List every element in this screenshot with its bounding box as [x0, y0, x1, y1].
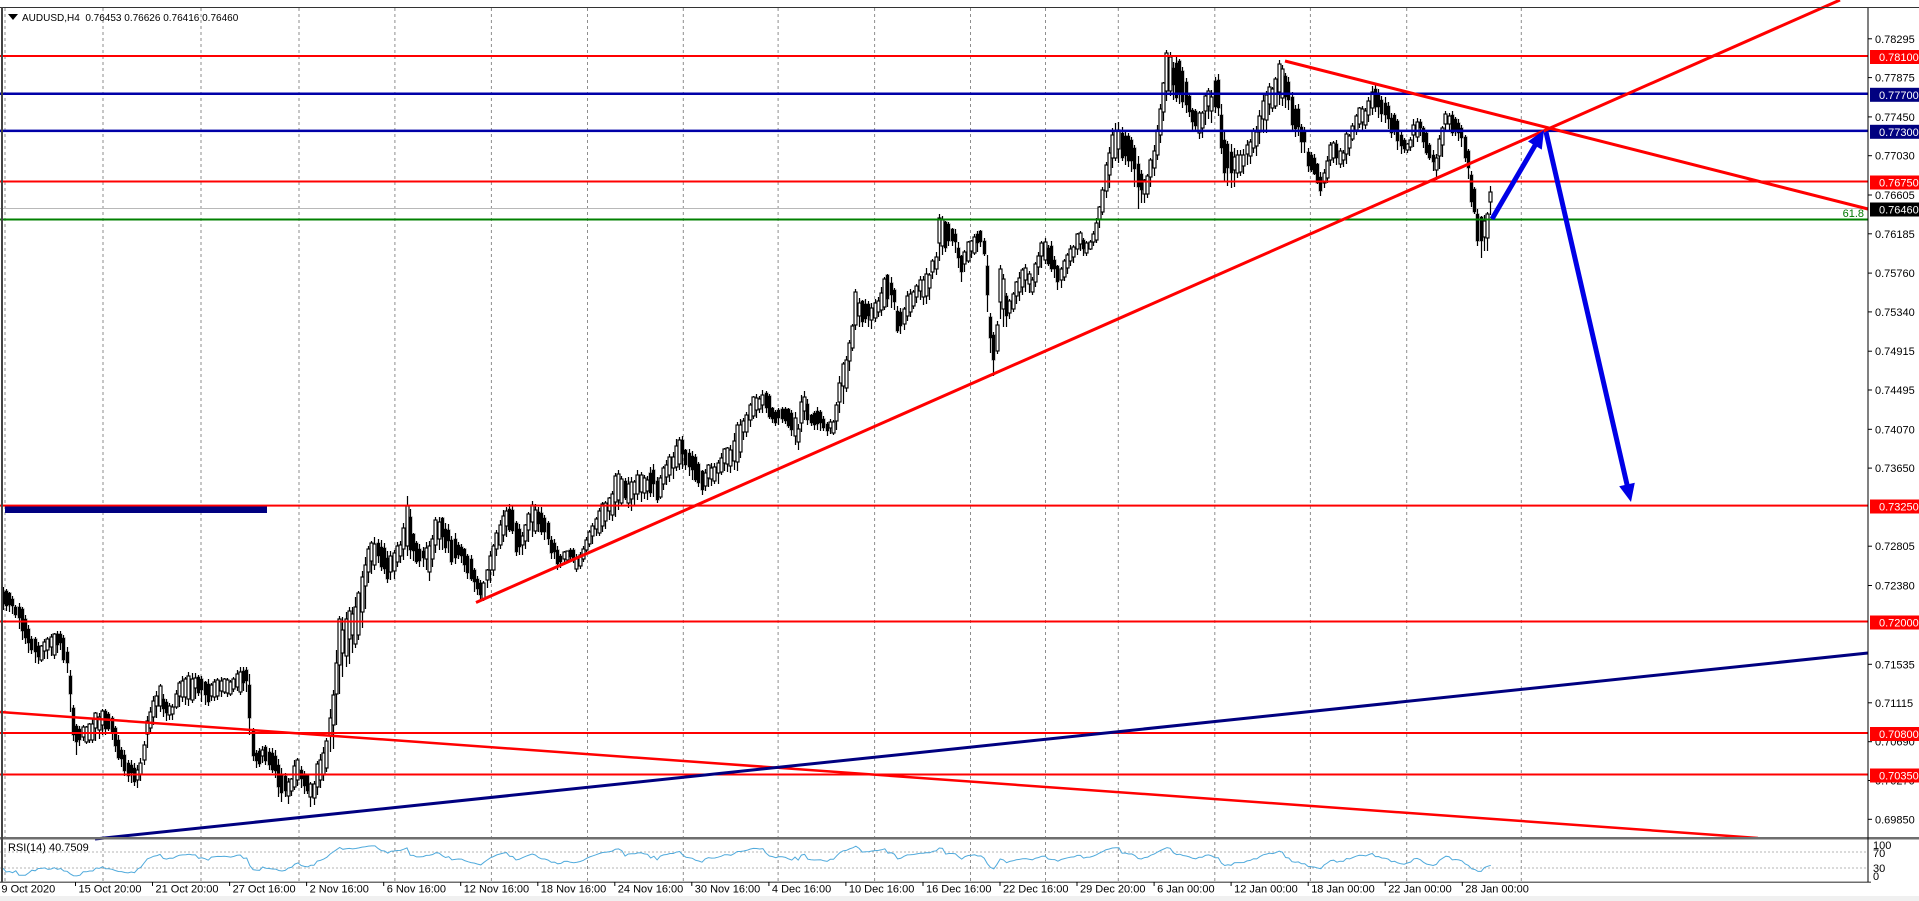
- svg-text:0.72380: 0.72380: [1875, 581, 1915, 593]
- svg-text:0.72000: 0.72000: [1879, 618, 1919, 630]
- svg-text:22 Dec 16:00: 22 Dec 16:00: [1003, 884, 1068, 896]
- svg-text:18 Nov 16:00: 18 Nov 16:00: [541, 884, 606, 896]
- svg-text:0.77700: 0.77700: [1879, 90, 1919, 102]
- svg-text:0.72805: 0.72805: [1875, 541, 1915, 553]
- svg-text:0.77030: 0.77030: [1875, 151, 1915, 163]
- svg-text:0.74070: 0.74070: [1875, 424, 1915, 436]
- svg-text:4 Dec 16:00: 4 Dec 16:00: [772, 884, 831, 896]
- svg-text:0.71115: 0.71115: [1875, 698, 1913, 710]
- svg-text:0.78295: 0.78295: [1875, 34, 1915, 46]
- svg-text:0: 0: [1873, 871, 1879, 883]
- svg-text:12 Nov 16:00: 12 Nov 16:00: [464, 884, 529, 896]
- svg-text:0.75760: 0.75760: [1875, 268, 1915, 280]
- svg-text:AUDUSD,H4 0.76453 0.76626 0.7: AUDUSD,H4 0.76453 0.76626 0.76416 0.7646…: [22, 13, 239, 24]
- svg-text:61.8: 61.8: [1843, 208, 1864, 220]
- svg-text:24 Nov 16:00: 24 Nov 16:00: [618, 884, 683, 896]
- svg-text:2 Nov 16:00: 2 Nov 16:00: [310, 884, 369, 896]
- svg-text:0.70350: 0.70350: [1879, 771, 1919, 783]
- svg-text:28 Jan 00:00: 28 Jan 00:00: [1465, 884, 1529, 896]
- svg-text:70: 70: [1873, 848, 1885, 860]
- svg-text:0.69850: 0.69850: [1875, 814, 1915, 826]
- svg-text:0.77450: 0.77450: [1875, 112, 1915, 124]
- svg-text:0.77300: 0.77300: [1879, 127, 1919, 139]
- svg-text:0.76605: 0.76605: [1875, 190, 1915, 202]
- svg-text:16 Dec 16:00: 16 Dec 16:00: [926, 884, 991, 896]
- svg-text:0.74495: 0.74495: [1875, 385, 1915, 397]
- svg-text:0.70800: 0.70800: [1879, 729, 1919, 741]
- svg-text:0.74915: 0.74915: [1875, 346, 1915, 358]
- svg-text:100: 100: [1873, 840, 1891, 852]
- svg-text:0.76750: 0.76750: [1879, 178, 1919, 190]
- svg-text:10 Dec 16:00: 10 Dec 16:00: [849, 884, 914, 896]
- svg-text:21 Oct 20:00: 21 Oct 20:00: [156, 884, 219, 896]
- svg-text:22 Jan 00:00: 22 Jan 00:00: [1388, 884, 1452, 896]
- svg-text:6 Jan 00:00: 6 Jan 00:00: [1157, 884, 1215, 896]
- svg-text:6 Nov 16:00: 6 Nov 16:00: [387, 884, 446, 896]
- svg-text:12 Jan 00:00: 12 Jan 00:00: [1234, 884, 1298, 896]
- svg-text:0.76460: 0.76460: [1879, 205, 1919, 217]
- svg-text:0.73650: 0.73650: [1875, 463, 1915, 475]
- svg-text:27 Oct 16:00: 27 Oct 16:00: [233, 884, 296, 896]
- svg-text:0.75340: 0.75340: [1875, 307, 1915, 319]
- svg-text:30: 30: [1873, 863, 1885, 875]
- svg-text:0.71535: 0.71535: [1875, 659, 1915, 671]
- svg-text:0.78100: 0.78100: [1879, 52, 1919, 64]
- svg-text:9 Oct 2020: 9 Oct 2020: [1, 884, 55, 896]
- svg-text:0.77875: 0.77875: [1875, 73, 1915, 85]
- svg-text:0.76185: 0.76185: [1875, 229, 1915, 241]
- svg-text:29 Dec 20:00: 29 Dec 20:00: [1080, 884, 1145, 896]
- svg-text:30 Nov 16:00: 30 Nov 16:00: [695, 884, 760, 896]
- svg-text:15 Oct 20:00: 15 Oct 20:00: [79, 884, 142, 896]
- svg-text:0.73250: 0.73250: [1879, 502, 1919, 514]
- svg-text:RSI(14) 40.7509: RSI(14) 40.7509: [8, 842, 89, 854]
- svg-text:18 Jan 00:00: 18 Jan 00:00: [1311, 884, 1375, 896]
